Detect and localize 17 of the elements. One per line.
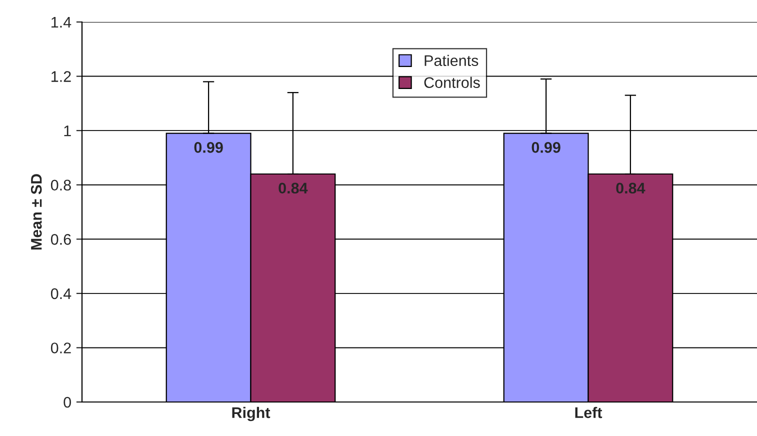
data-label: 0.99 xyxy=(532,142,560,153)
y-tick-label: 1.4 xyxy=(52,17,72,28)
data-label: 0.84 xyxy=(616,182,646,194)
x-tick-label: Right xyxy=(232,406,270,422)
y-tick-label: 1.2 xyxy=(52,71,71,82)
legend-label: Patients xyxy=(424,54,478,66)
x-tick-label: Left xyxy=(575,406,602,418)
y-tick-label: 0.8 xyxy=(50,180,71,191)
data-label: 0.99 xyxy=(194,142,223,153)
y-axis-title: Mean ± SD xyxy=(30,174,42,250)
y-tick-label: 0 xyxy=(64,396,71,408)
y-tick-label: 0.2 xyxy=(50,342,71,354)
data-label: 0.84 xyxy=(278,182,308,194)
y-tick-label: 0.4 xyxy=(50,288,72,300)
y-tick-label: 0.6 xyxy=(50,234,71,245)
legend-label: Controls xyxy=(424,76,480,88)
y-tick-label: 1 xyxy=(64,126,71,136)
